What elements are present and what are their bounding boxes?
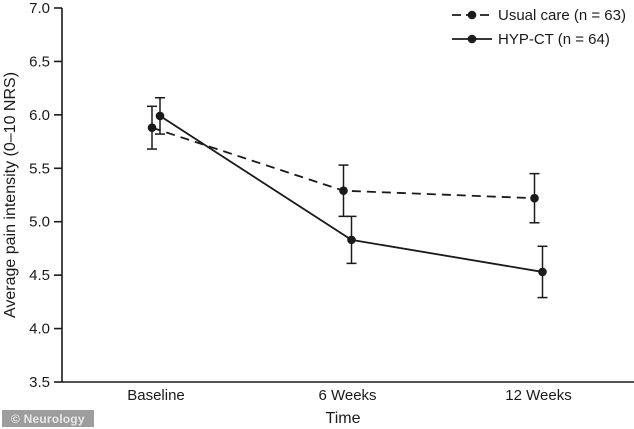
- neurology-watermark: © Neurology: [2, 410, 94, 427]
- legend-marker: [467, 34, 477, 44]
- y-axis-tick-label: 5.0: [29, 214, 50, 231]
- y-axis-tick-label: 6.5: [29, 53, 50, 70]
- y-axis-title: Average pain intensity (0–10 NRS): [2, 72, 19, 318]
- legend-label: Usual care (n = 63): [498, 7, 626, 24]
- y-axis-tick-label: 7.0: [29, 0, 50, 17]
- y-axis-tick-label: 6.0: [29, 107, 50, 124]
- data-point-marker: [538, 267, 547, 277]
- x-axis-tick-label: Baseline: [127, 387, 185, 404]
- y-axis-tick-label: 3.5: [29, 374, 50, 391]
- x-axis-title: Time: [326, 410, 361, 427]
- data-point-marker: [147, 123, 157, 132]
- legend-marker: [467, 10, 477, 20]
- watermark-text: © Neurology: [11, 411, 85, 426]
- legend-label: HYP-CT (n = 64): [498, 31, 610, 48]
- x-axis-tick-label: 6 Weeks: [318, 387, 376, 404]
- y-axis-tick-label: 4.0: [29, 321, 50, 338]
- y-axis-tick-label: 4.5: [29, 267, 50, 284]
- y-axis-tick-label: 5.5: [29, 160, 50, 177]
- x-axis-tick-label: 12 Weeks: [505, 387, 571, 404]
- data-point-marker: [155, 111, 165, 121]
- data-point-marker: [347, 235, 356, 245]
- data-point-marker: [530, 193, 539, 203]
- data-point-marker: [339, 186, 348, 196]
